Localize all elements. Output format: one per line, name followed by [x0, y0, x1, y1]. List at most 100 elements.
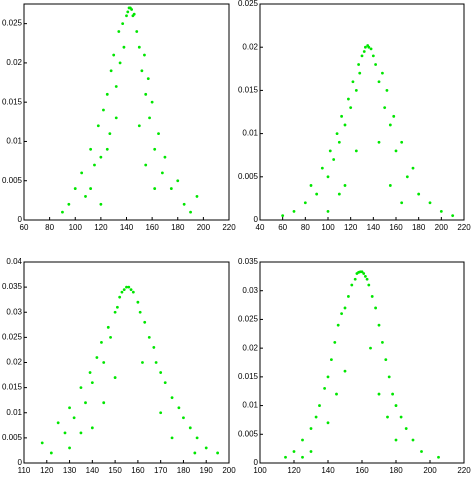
scatter-point — [350, 283, 354, 287]
y-tick-label: 0.025 — [2, 332, 23, 341]
scatter-point — [320, 166, 324, 170]
scatter-point — [439, 209, 443, 213]
scatter-point — [106, 325, 110, 329]
scatter-point — [384, 358, 388, 362]
scatter-point — [176, 179, 180, 183]
scatter-point — [109, 335, 112, 339]
scatter-point — [129, 288, 133, 292]
scatter-point — [159, 411, 163, 415]
scatter-point — [169, 187, 173, 190]
scatter-point — [73, 187, 77, 190]
scatter-point — [163, 155, 167, 159]
scatter-point — [113, 310, 117, 314]
scatter-point — [143, 53, 146, 57]
scatter-point — [301, 438, 304, 442]
y-tick-label: 0.02 — [6, 58, 22, 67]
scatter-point — [143, 320, 147, 324]
scatter-point — [150, 100, 154, 104]
scatter-point — [328, 149, 332, 153]
scatter-point — [370, 295, 374, 298]
scatter-point — [146, 77, 150, 81]
x-tick-label: 100 — [253, 466, 267, 475]
x-tick-label: 120 — [94, 223, 108, 232]
scatter-point — [323, 386, 326, 390]
scatter-point — [404, 427, 408, 430]
scatter-point — [90, 381, 94, 384]
scatter-point — [340, 312, 343, 316]
scatter-point — [381, 341, 384, 344]
scatter-point — [411, 438, 415, 442]
y-tick-label: 0.025 — [2, 19, 23, 28]
scatter-point — [335, 392, 338, 396]
scatter-point — [132, 12, 136, 16]
scatter-point — [369, 346, 372, 350]
scatter-point — [79, 431, 83, 435]
scatter-point — [343, 369, 347, 373]
scatter-point — [68, 446, 71, 450]
x-tick-label: 220 — [222, 223, 236, 232]
y-tick-label: 0 — [254, 458, 259, 467]
scatter-point — [84, 401, 87, 405]
scatter-point — [157, 132, 160, 136]
scatter-point — [114, 85, 118, 88]
scatter-point — [63, 431, 67, 435]
x-tick-label: 100 — [69, 223, 83, 232]
scatter-point — [49, 451, 53, 455]
scatter-point — [100, 341, 103, 344]
y-tick-label: 0 — [254, 215, 259, 224]
scatter-point — [144, 163, 148, 167]
y-tick-label: 0.015 — [2, 383, 23, 392]
x-tick-label: 160 — [145, 223, 159, 232]
x-tick-label: 40 — [256, 223, 265, 232]
plot-frame — [259, 261, 465, 464]
x-tick-label: 180 — [412, 223, 426, 232]
scatter-point — [394, 149, 398, 153]
y-tick-label: 0 — [18, 215, 23, 224]
scatter-point — [182, 416, 185, 420]
x-tick-label: 140 — [120, 223, 134, 232]
scatter-point — [377, 323, 381, 327]
scatter-point — [400, 140, 404, 144]
scatter-point — [303, 201, 307, 205]
scatter-point — [360, 270, 364, 274]
scatter-point — [148, 116, 151, 120]
scatter-point — [144, 92, 148, 96]
scatter-point — [399, 415, 403, 419]
scatter-point — [374, 63, 377, 66]
x-tick-label: 130 — [63, 466, 77, 475]
scatter-point — [109, 69, 113, 73]
y-tick-label: 0.01 — [242, 129, 258, 138]
scatter-point — [163, 381, 167, 384]
scatter-point — [159, 371, 163, 374]
scatter-point — [130, 8, 134, 11]
y-tick-label: 0 — [18, 458, 23, 467]
scatter-point — [137, 124, 141, 128]
scatter-point — [125, 285, 128, 289]
scatter-point — [79, 386, 83, 390]
scatter-point — [417, 192, 421, 196]
scatter-point — [343, 184, 347, 187]
scatter-point — [96, 124, 100, 128]
scatter-point — [115, 305, 119, 309]
plot-frame — [23, 3, 230, 221]
scatter-point — [388, 123, 392, 127]
scatter-point — [93, 163, 96, 167]
scatter-point — [420, 450, 423, 453]
x-tick-label: 160 — [355, 466, 369, 475]
scatter-point — [400, 201, 404, 205]
scatter-point — [326, 375, 330, 379]
scatter-point — [337, 140, 341, 144]
scatter-point — [160, 171, 164, 175]
y-tick-label: 0.03 — [242, 286, 258, 295]
scatter-point — [135, 30, 139, 33]
scatter-point — [56, 421, 60, 425]
x-tick-label: 180 — [177, 466, 191, 475]
scatter-point — [377, 140, 381, 144]
scatter-point — [351, 80, 355, 84]
scatter-point — [170, 436, 174, 440]
scatter-point — [67, 202, 71, 206]
plot-frame — [23, 261, 230, 464]
scatter-point — [140, 69, 144, 73]
y-tick-label: 0.01 — [242, 401, 258, 410]
